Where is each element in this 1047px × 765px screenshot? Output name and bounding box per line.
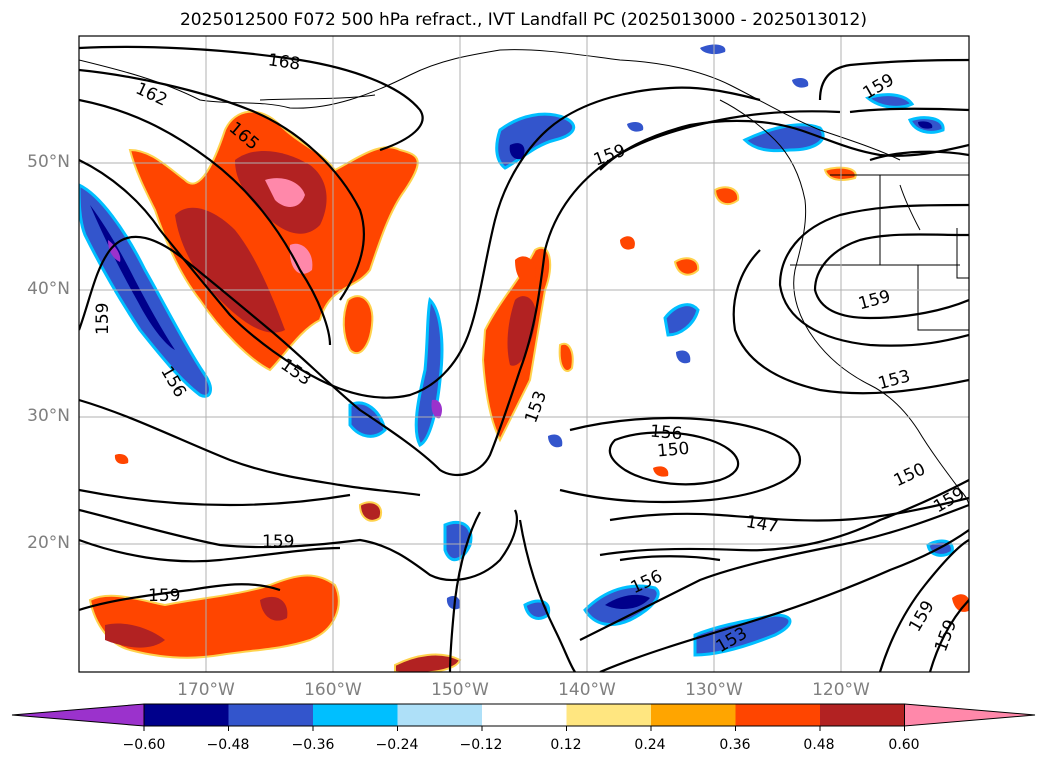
lon-label: 160°W (304, 680, 362, 700)
colorbar-tick-label: −0.36 (291, 737, 335, 753)
colorbar-segment (144, 704, 229, 726)
colorbar-segment (820, 704, 905, 726)
colorbar-extend-max (904, 703, 1036, 727)
colorbar-extend-min (11, 703, 145, 727)
colorbar-tick-label: 0.24 (634, 737, 666, 753)
colorbar-tick-label: −0.48 (206, 737, 250, 753)
lat-label: 40°N (27, 279, 70, 299)
lon-label: 170°W (177, 680, 235, 700)
contour-label: 168 (267, 50, 302, 74)
colorbar-segment (482, 704, 567, 726)
lat-label: 50°N (27, 152, 70, 172)
colorbar-segment (397, 704, 482, 726)
contour-label: 150 (656, 439, 690, 462)
map-title: 2025012500 F072 500 hPa refract., IVT La… (179, 10, 867, 30)
negative-fill-region (79, 44, 954, 657)
lat-label: 30°N (27, 406, 70, 426)
refractivity-contours (79, 45, 969, 672)
contour-label: 159 (148, 586, 180, 606)
colorbar-tick-label: 0.60 (888, 737, 920, 753)
gridlines (79, 36, 969, 672)
contour-label: 159 (93, 303, 113, 335)
contour-label: 156 (649, 422, 683, 445)
colorbar-tick-label: 0.36 (719, 737, 751, 753)
colorbar-frame (143, 703, 905, 727)
colorbar-segment (566, 704, 651, 726)
map-plot: 168 162 165 159 159 159 159 156 153 153 … (78, 35, 970, 673)
colorbar-tick-label: 0.12 (550, 737, 582, 753)
plot-frame (78, 35, 970, 673)
contour-label: 159 (262, 532, 294, 552)
colorbar-tick-label: −0.12 (459, 737, 503, 753)
colorbar-segment (735, 704, 820, 726)
colorbar-tick-label: −0.60 (122, 737, 166, 753)
lon-label: 130°W (685, 680, 743, 700)
colorbar-segment (651, 704, 736, 726)
positive-fill-region (88, 110, 969, 672)
colorbar-segment (228, 704, 313, 726)
coastlines (79, 49, 969, 506)
colorbar-segment (313, 704, 398, 726)
lon-label: 150°W (431, 680, 489, 700)
lat-label: 20°N (27, 533, 70, 553)
colorbar-tick-label: −0.24 (375, 737, 419, 753)
lon-label: 140°W (558, 680, 616, 700)
lon-label: 120°W (812, 680, 870, 700)
colorbar-tick-label: 0.48 (803, 737, 835, 753)
